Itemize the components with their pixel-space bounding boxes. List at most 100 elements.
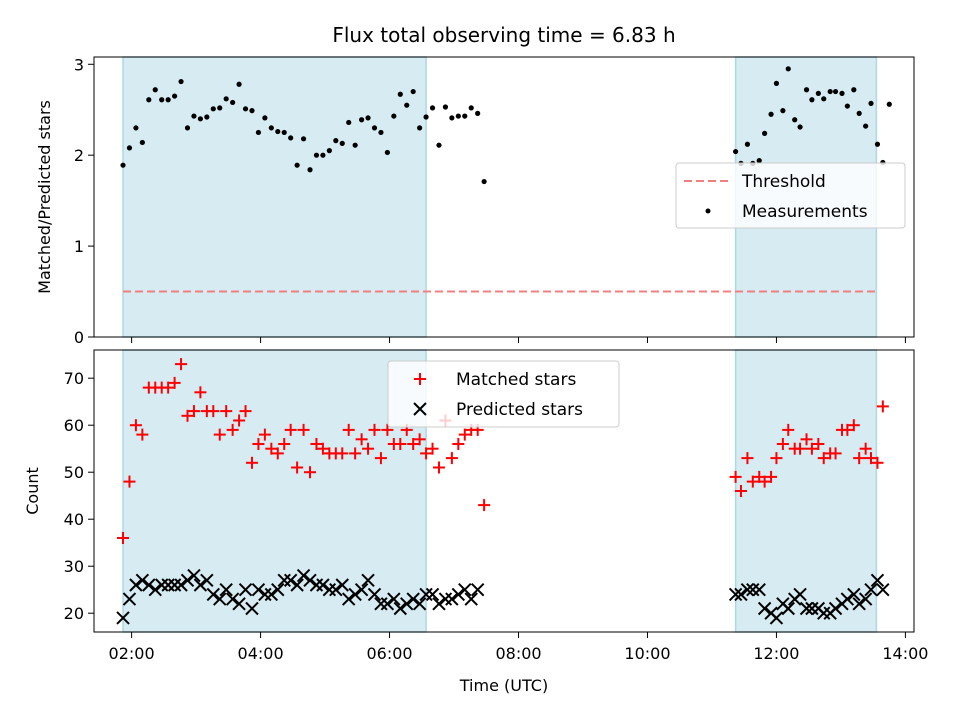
- y-tick-label: 60: [64, 416, 84, 435]
- predicted-stars-point: [238, 582, 253, 597]
- flux-ratio-legend: Threshold Measurements: [675, 162, 906, 229]
- y-tick-label: 50: [64, 463, 84, 482]
- measurement-point: [352, 142, 358, 148]
- predicted-stars-point: [852, 597, 866, 611]
- predicted-stars-point: [445, 592, 459, 606]
- measurement-point: [442, 104, 449, 110]
- predicted-stars-point: [769, 611, 784, 625]
- matched-stars-point: [342, 423, 355, 436]
- matched-stars-point: [304, 466, 317, 479]
- measurement-point: [197, 116, 203, 122]
- predicted-stars-point: [335, 578, 349, 592]
- measurement-point: [313, 152, 320, 158]
- measurement-point: [275, 128, 281, 135]
- predicted-stars-point: [213, 592, 227, 606]
- measurement-point: [429, 105, 436, 111]
- matched-stars-point: [458, 428, 471, 441]
- predicted-stars-point: [740, 582, 755, 597]
- measurement-point: [281, 129, 287, 136]
- predicted-stars-point: [116, 611, 130, 625]
- matched-stars-point: [168, 376, 181, 389]
- matched-stars-point: [812, 438, 825, 450]
- measurement-point: [223, 96, 229, 102]
- measurement-point: [378, 129, 384, 136]
- matched-stars-point: [746, 475, 759, 488]
- measurement-point: [300, 136, 307, 142]
- predicted-stars-point: [781, 601, 795, 616]
- predicted-stars-point: [225, 592, 240, 606]
- matched-stars-point: [859, 442, 872, 455]
- measurement-point: [262, 115, 268, 121]
- matched-stars-point: [181, 409, 194, 422]
- matched-stars-point: [284, 423, 297, 436]
- matched-stars-point: [245, 456, 258, 469]
- measurement-point: [365, 115, 371, 121]
- legend-box: [675, 162, 906, 229]
- predicted-stars-point: [799, 601, 814, 616]
- measurement-point: [397, 91, 403, 97]
- predicted-stars-point: [828, 601, 843, 616]
- predicted-stars-point: [438, 592, 453, 606]
- matched-stars-point: [758, 475, 771, 488]
- predicted-stars-point: [219, 582, 233, 597]
- star-count-legend: Matched stars Predicted stars: [387, 360, 620, 428]
- predicted-stars-point: [847, 587, 861, 602]
- matched-stars-point: [187, 405, 200, 418]
- matched-stars-point: [847, 419, 860, 432]
- measurement-point: [780, 108, 786, 114]
- legend-predicted-label: Predicted stars: [456, 400, 583, 420]
- observing-window-1: [122, 56, 427, 338]
- measurement-point: [210, 106, 216, 112]
- predicted-stars-point: [380, 597, 395, 611]
- measurement-point: [268, 125, 274, 131]
- matched-stars-point: [336, 447, 349, 460]
- predicted-stars-point: [361, 573, 375, 588]
- measurement-point: [371, 125, 378, 131]
- chart-title: Flux total observing time = 6.83 h: [332, 23, 675, 47]
- measurement-point: [844, 103, 850, 109]
- predicted-stars-point: [840, 592, 855, 606]
- matched-stars-point: [394, 438, 407, 450]
- legend-box: [387, 360, 620, 428]
- matched-stars-point: [871, 456, 884, 469]
- matched-stars-point: [213, 428, 226, 441]
- measurement-point: [756, 158, 762, 164]
- y-tick-label: 20: [64, 604, 84, 623]
- matched-stars-point: [226, 423, 239, 436]
- matched-stars-point: [445, 452, 458, 465]
- x-tick-label: 14:00: [882, 644, 928, 663]
- predicted-stars-point: [180, 573, 195, 588]
- matched-stars-point: [770, 452, 783, 465]
- matched-stars-point: [805, 442, 818, 455]
- matched-stars-point: [794, 442, 807, 455]
- predicted-stars-point: [458, 582, 472, 597]
- measurement-point: [423, 114, 429, 120]
- predicted-stars-point: [135, 573, 150, 588]
- predicted-stars-point: [200, 573, 214, 588]
- x-tick-label: 08:00: [495, 644, 541, 663]
- predicted-stars-point: [122, 592, 137, 606]
- measurement-point: [191, 113, 197, 119]
- matched-stars-point: [426, 442, 439, 455]
- measurement-point: [768, 111, 774, 117]
- predicted-stars-point: [277, 573, 291, 588]
- matched-stars-point: [729, 470, 742, 483]
- predicted-stars-point: [283, 573, 298, 588]
- measurement-point: [178, 78, 184, 85]
- matched-stars-point: [117, 532, 130, 544]
- predicted-stars-point: [142, 578, 156, 592]
- predicted-stars-point: [341, 592, 356, 606]
- matched-stars-point: [239, 405, 252, 418]
- measurement-point: [159, 97, 165, 103]
- predicted-stars-point: [406, 592, 420, 606]
- measurement-point: [339, 140, 345, 146]
- predicted-stars-point: [464, 592, 478, 606]
- legend-threshold-label: Threshold: [741, 172, 826, 192]
- predicted-stars-point: [329, 582, 343, 597]
- matched-stars-point: [452, 438, 465, 450]
- predicted-stars-point: [271, 582, 285, 597]
- matched-stars-point: [478, 499, 491, 512]
- measurement-point: [172, 93, 178, 99]
- legend-measurements-swatch: [705, 208, 711, 214]
